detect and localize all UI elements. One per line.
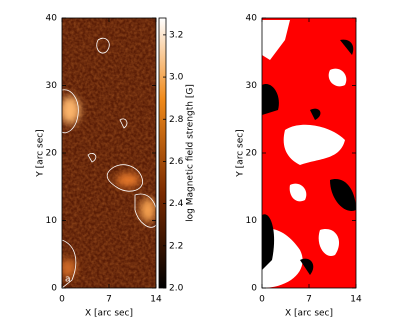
colorbar (159, 18, 166, 288)
y-tick-label: 40 (46, 14, 58, 24)
mask-map (262, 18, 356, 288)
x-tick-label: 7 (106, 295, 112, 305)
y-tick-label: 20 (46, 149, 58, 159)
y-axis-label: Y [arc sec] (36, 129, 46, 177)
x-tick-label: 0 (259, 295, 265, 305)
y-tick-label: 40 (246, 14, 258, 24)
panel-label: a (65, 275, 71, 285)
colorbar-tick-label: 2.6 (169, 157, 184, 167)
x-axis-label: X [arc sec] (285, 309, 333, 319)
colorbar-tick-label: 3.0 (169, 73, 184, 83)
y-tick-label: 30 (246, 81, 258, 91)
colorbar-frame (158, 17, 167, 289)
y-tick-label: 20 (246, 149, 258, 159)
panel-label: b (265, 275, 271, 285)
y-tick-label: 0 (51, 284, 57, 294)
x-tick-label: 14 (150, 295, 162, 305)
x-tick-label: 14 (350, 295, 362, 305)
magnetogram (62, 18, 156, 288)
colorbar-tick-label: 2.2 (169, 241, 183, 251)
x-axis-label: X [arc sec] (85, 309, 133, 319)
y-tick-label: 10 (246, 216, 258, 226)
y-tick-label: 30 (46, 81, 58, 91)
colorbar-tick-label: 2.0 (169, 284, 184, 294)
y-axis-label: Y [arc sec] (236, 129, 246, 177)
x-tick-label: 0 (59, 295, 65, 305)
colorbar-tick-label: 3.2 (169, 30, 183, 40)
colorbar-label: log Magnetic field strength [G] (186, 84, 196, 222)
x-tick-label: 7 (306, 295, 312, 305)
y-tick-label: 0 (251, 284, 257, 294)
colorbar-tick-label: 2.8 (169, 115, 184, 125)
y-tick-label: 10 (46, 216, 58, 226)
colorbar-tick-label: 2.4 (169, 199, 184, 209)
